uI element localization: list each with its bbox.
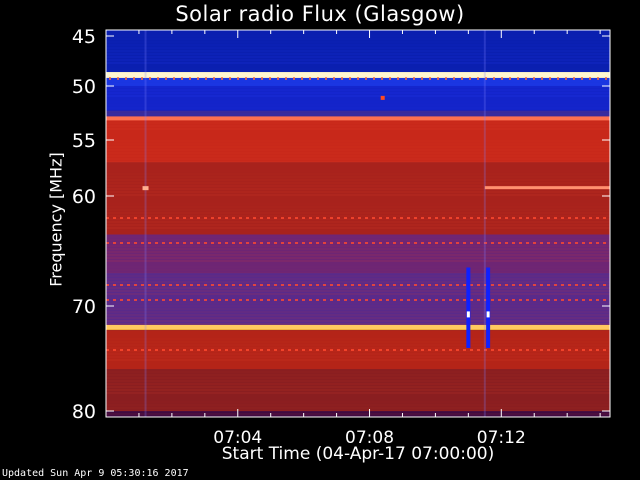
chart-title: Solar radio Flux (Glasgow) [175,2,465,26]
y-tick-label: 80 [72,401,96,423]
burst-spot [466,311,470,318]
frequency-band [106,273,610,325]
y-tick-label: 70 [72,296,96,318]
y-tick-label: 60 [72,186,96,208]
frequency-band [106,234,610,273]
frequency-band [106,369,610,411]
frequency-band [106,110,610,119]
burst-spot [486,311,490,318]
bright-line [106,116,610,121]
burst-gap [466,267,471,348]
y-tick-label: 50 [72,76,96,98]
bright-spot [142,186,149,191]
burst-gap [486,267,491,348]
frequency-band [106,30,610,72]
frequency-band [106,78,610,86]
x-tick-label: 07:12 [477,428,526,448]
x-tick-label: 07:08 [345,428,394,448]
frequency-band [106,86,610,111]
x-tick-label: 07:04 [213,428,262,448]
frequency-band [106,162,610,235]
bright-line [106,73,610,77]
y-tick-label: 55 [72,130,96,152]
y-axis-label: Frequency [MHz] [46,152,66,287]
frequency-band [106,118,610,163]
y-tick-label: 45 [72,26,96,48]
bright-line-segment [484,186,610,190]
updated-timestamp: Updated Sun Apr 9 05:30:16 2017 [2,468,189,479]
x-axis-label: Start Time (04-Apr-17 07:00:00) [221,444,495,464]
plot-frame [105,29,611,418]
bright-spot [380,95,385,100]
bright-line [106,325,610,329]
